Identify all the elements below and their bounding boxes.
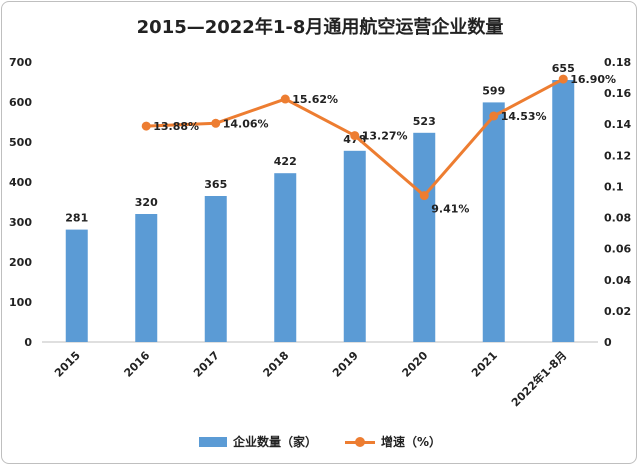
bar xyxy=(482,102,505,343)
y-right-tick: 0.12 xyxy=(604,149,631,162)
growth-point xyxy=(350,131,360,141)
y-right-tick: 0.02 xyxy=(604,305,631,318)
y-right-tick: 0.06 xyxy=(604,243,631,256)
growth-value-label: 16.90% xyxy=(570,73,616,86)
bar xyxy=(274,173,297,342)
growth-value-label: 13.88% xyxy=(153,120,199,133)
y-right-tick: 0.16 xyxy=(604,87,631,100)
growth-value-label: 15.62% xyxy=(292,93,338,106)
bar-value-label: 422 xyxy=(274,155,297,168)
growth-point xyxy=(141,121,151,131)
chart-title: 2015—2022年1-8月通用航空运营企业数量 xyxy=(136,17,504,38)
growth-value-label: 9.41% xyxy=(431,203,469,216)
x-tick-label: 2019 xyxy=(330,349,361,380)
bar-value-label: 365 xyxy=(204,178,227,191)
y-left-tick: 200 xyxy=(9,256,32,269)
y-left-tick: 0 xyxy=(24,336,32,349)
x-tick-label: 2016 xyxy=(122,349,153,380)
bar-value-label: 655 xyxy=(552,62,575,75)
legend-item-bar[interactable]: 企业数量（家） xyxy=(198,433,317,450)
y-right-tick: 0.14 xyxy=(604,118,631,131)
y-left-tick: 700 xyxy=(9,56,32,69)
x-tick-label: 2021 xyxy=(469,349,500,380)
x-tick-label: 2022年1-8月 xyxy=(508,348,569,409)
bar-value-label: 320 xyxy=(135,196,158,209)
growth-point xyxy=(280,94,290,104)
bar xyxy=(552,80,575,342)
y-right-tick: 0.08 xyxy=(604,212,631,225)
x-tick-label: 2020 xyxy=(400,349,431,380)
x-tick-label: 2015 xyxy=(52,349,83,380)
y-left-tick: 300 xyxy=(9,216,32,229)
bar xyxy=(204,196,227,342)
legend-line-label: 增速（%） xyxy=(380,435,442,449)
bar-value-label: 281 xyxy=(65,212,88,225)
bar-value-label: 599 xyxy=(482,84,505,97)
y-right-tick: 0.18 xyxy=(604,56,631,69)
growth-point xyxy=(211,118,221,128)
x-tick-label: 2017 xyxy=(191,349,222,380)
legend-item-line[interactable]: 增速（%） xyxy=(344,433,442,450)
bar xyxy=(413,132,436,342)
y-right-tick: 0.1 xyxy=(604,180,624,193)
y-left-tick: 100 xyxy=(9,296,32,309)
growth-point xyxy=(489,111,499,121)
y-right-tick: 0 xyxy=(604,336,612,349)
growth-value-label: 13.27% xyxy=(362,130,408,143)
bar xyxy=(135,214,158,342)
growth-value-label: 14.53% xyxy=(501,110,547,123)
legend-bar-label: 企业数量（家） xyxy=(232,435,317,449)
x-tick-label: 2018 xyxy=(261,349,292,380)
bar xyxy=(343,150,366,342)
legend: 企业数量（家） 增速（%） xyxy=(0,433,640,450)
bar xyxy=(65,229,88,342)
growth-point xyxy=(558,74,568,84)
bar-value-label: 523 xyxy=(413,115,436,128)
legend-bar-swatch xyxy=(198,436,227,447)
y-left-tick: 600 xyxy=(9,96,32,109)
legend-line-swatch xyxy=(344,436,375,447)
y-right-tick: 0.04 xyxy=(604,274,631,287)
y-left-tick: 500 xyxy=(9,136,32,149)
y-left-tick: 400 xyxy=(9,176,32,189)
growth-value-label: 14.06% xyxy=(223,117,269,130)
growth-point xyxy=(419,191,429,201)
